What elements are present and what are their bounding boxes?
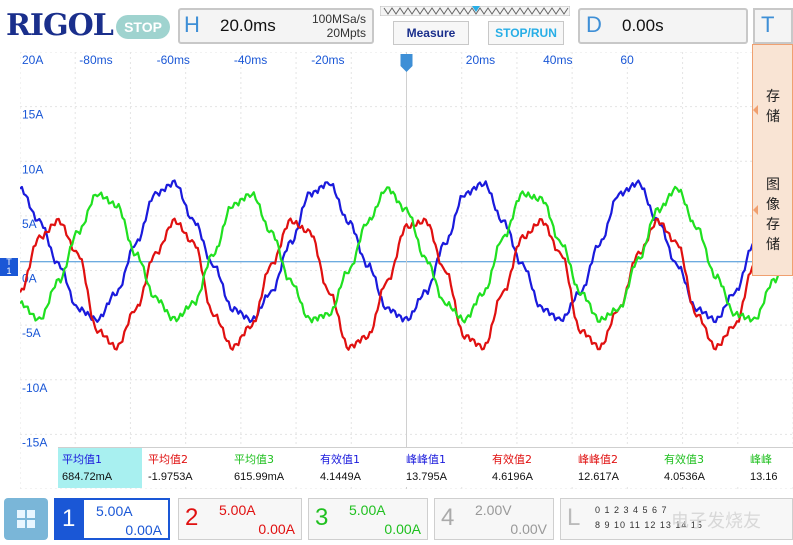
measurement-cell[interactable]: 平均值3 615.99mA: [234, 453, 285, 483]
channel-3-box[interactable]: 3 5.00A 0.00A: [308, 498, 428, 540]
waveform-channel-1: [19, 179, 793, 324]
menu-item-image-save[interactable]: 图像存储: [766, 177, 780, 253]
strip-zigzag: [383, 7, 569, 15]
delay-value: 0.00s: [622, 16, 664, 35]
measurement-cell[interactable]: 有效值1 4.1449A: [320, 453, 361, 483]
measurement-cell[interactable]: 峰峰值2 12.617A: [578, 453, 619, 483]
waveform-display[interactable]: 20A15A10A5A0A-5A-10A-15A-20A-80ms-60ms-4…: [19, 51, 793, 504]
y-tick-label: 10A: [22, 162, 43, 176]
bottom-toolbar: 1 5.00A 0.00A 2 5.00A 0.00A 3 5.00A 0.00…: [0, 493, 793, 545]
measurement-cell[interactable]: 平均值2 -1.9753A: [148, 453, 193, 483]
top-toolbar: RIGOL STOP H 20.0ms 100MSa/s 20Mpts Meas…: [0, 0, 793, 52]
grid-icon: [17, 510, 35, 528]
measurement-cell[interactable]: 峰峰值1 13.795A: [406, 453, 447, 483]
logic-channel-digits: 0 1 2 3 4 5 6 7 8 9 10 11 12 13 14 15: [595, 505, 703, 530]
measurement-cell[interactable]: 峰峰 13.16: [750, 453, 778, 483]
save-side-menu: 存储 图像存储: [752, 44, 793, 276]
y-tick-label: -15A: [22, 435, 47, 449]
channel-2-box[interactable]: 2 5.00A 0.00A: [178, 498, 302, 540]
y-tick-label: 15A: [22, 108, 43, 122]
x-tick-label: 60: [620, 53, 634, 67]
timebase-value: 20.0ms: [220, 16, 276, 35]
measurement-cell[interactable]: 平均值1 684.72mA: [58, 448, 142, 488]
delay-key: D: [586, 12, 602, 37]
channel-1-marker[interactable]: T 1: [0, 258, 18, 276]
x-tick-label: 20ms: [466, 53, 495, 67]
menu-arrow: [753, 105, 758, 115]
trigger-time-marker: [400, 54, 413, 72]
home-button[interactable]: [4, 498, 48, 540]
trigger-box[interactable]: T: [753, 8, 793, 44]
memory-depth: 20Mpts: [326, 26, 366, 40]
rigol-logo: RIGOL: [6, 8, 114, 43]
measurement-cell[interactable]: 有效值2 4.6196A: [492, 453, 533, 483]
waveform-chart: 20A15A10A5A0A-5A-10A-15A-20A-80ms-60ms-4…: [19, 51, 793, 504]
x-tick-label: 40ms: [543, 53, 572, 67]
horizontal-key: H: [184, 12, 200, 37]
trigger-tag: T: [6, 257, 12, 267]
channel-tag: 1: [6, 266, 12, 276]
watermark: 电子发烧友: [671, 511, 761, 532]
horizontal-timebase-box[interactable]: H 20.0ms 100MSa/s 20Mpts: [178, 8, 374, 44]
measurement-cell[interactable]: 有效值3 4.0536A: [664, 453, 705, 483]
x-tick-label: -80ms: [79, 53, 112, 67]
menu-arrow: [753, 205, 758, 215]
channel-1-box[interactable]: 1 5.00A 0.00A: [54, 498, 170, 540]
menu-item-save[interactable]: 存储: [766, 89, 780, 125]
stop-run-button[interactable]: STOP/RUN: [488, 21, 564, 45]
sample-rate: 100MSa/s: [311, 12, 366, 26]
channel-1-tab: [56, 500, 84, 538]
measurement-table: 平均值1 684.72mA 平均值2 -1.9753A 平均值3 615.99m…: [58, 447, 793, 488]
x-tick-label: -60ms: [157, 53, 190, 67]
y-tick-label: -10A: [22, 381, 47, 395]
strip-frame: [380, 6, 570, 16]
waveform-channel-2: [19, 217, 793, 351]
waveform-channel-3: [19, 185, 793, 324]
measure-button[interactable]: Measure: [393, 21, 469, 45]
run-status-badge[interactable]: STOP: [116, 15, 170, 39]
trigger-key: T: [761, 12, 775, 37]
y-tick-label: 5A: [22, 217, 37, 231]
trigger-position-marker: [472, 6, 480, 12]
x-tick-label: -20ms: [311, 53, 344, 67]
delay-box[interactable]: D 0.00s: [578, 8, 748, 44]
y-tick-label: -5A: [22, 326, 41, 340]
channel-4-box[interactable]: 4 2.00V 0.00V: [434, 498, 554, 540]
x-tick-label: -40ms: [234, 53, 267, 67]
trigger-position-strip: [380, 6, 570, 16]
sample-info: 100MSa/s 20Mpts: [312, 12, 366, 40]
logic-analyzer-box[interactable]: L 0 1 2 3 4 5 6 7 8 9 10 11 12 13 14 15 …: [560, 498, 793, 540]
y-tick-label: 20A: [22, 53, 43, 67]
